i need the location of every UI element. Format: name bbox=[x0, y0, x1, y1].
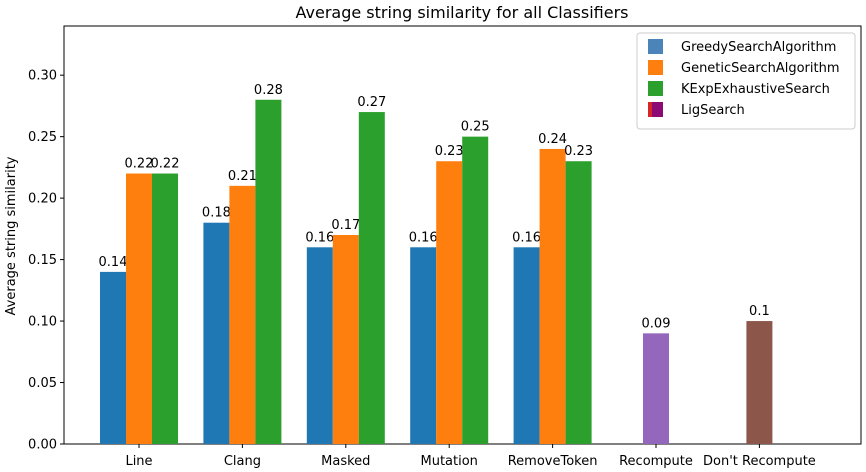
bar bbox=[126, 173, 152, 444]
chart-title: Average string similarity for all Classi… bbox=[296, 3, 629, 22]
data-label: 0.16 bbox=[305, 230, 334, 245]
legend-label: GeneticSearchAlgorithm bbox=[681, 61, 840, 76]
bar bbox=[100, 271, 126, 444]
data-label: 0.27 bbox=[357, 95, 386, 110]
bar bbox=[306, 247, 333, 444]
bar bbox=[203, 222, 230, 444]
legend-label: KExpExhaustiveSearch bbox=[681, 82, 830, 97]
data-label: 0.14 bbox=[99, 255, 128, 270]
x-tick-label: Mutation bbox=[420, 454, 477, 469]
bar bbox=[332, 235, 359, 444]
bar bbox=[358, 112, 385, 444]
data-label: 0.16 bbox=[512, 230, 541, 245]
x-tick-label: Line bbox=[125, 454, 152, 469]
x-tick-label: Recompute bbox=[619, 454, 693, 469]
bar bbox=[746, 321, 773, 444]
legend-swatch bbox=[648, 39, 663, 54]
x-tick-label: Don't Recompute bbox=[703, 454, 816, 469]
data-label: 0.23 bbox=[564, 144, 593, 159]
bar bbox=[539, 148, 566, 445]
legend-box bbox=[636, 32, 856, 130]
legend: GreedySearchAlgorithm GeneticSearchAlgori… bbox=[636, 32, 856, 130]
data-label: 0.22 bbox=[125, 157, 154, 172]
bar bbox=[565, 161, 592, 444]
legend-swatch bbox=[648, 81, 663, 96]
x-tick-label: Clang bbox=[224, 454, 261, 469]
x-tick-label: RemoveToken bbox=[508, 454, 598, 469]
y-tick-label: 0.10 bbox=[28, 315, 57, 330]
plot-area: 0.00 0.05 0.10 0.15 0.20 0.25 0.30 Line Clang Mas… bbox=[28, 25, 862, 469]
data-label: 0.25 bbox=[461, 120, 490, 135]
data-label: 0.23 bbox=[435, 144, 464, 159]
bar bbox=[410, 247, 437, 444]
data-label: 0.16 bbox=[409, 230, 438, 245]
y-tick-label: 0.30 bbox=[28, 69, 57, 84]
y-axis-label: Average string similarity bbox=[4, 156, 19, 315]
legend-label: GreedySearchAlgorithm bbox=[681, 40, 836, 55]
bar bbox=[152, 173, 178, 444]
data-label: 0.22 bbox=[151, 157, 180, 172]
bar bbox=[462, 136, 489, 444]
y-tick-label: 0.05 bbox=[28, 376, 57, 391]
data-label: 0.1 bbox=[749, 304, 770, 319]
y-tick-label: 0.00 bbox=[28, 438, 57, 453]
data-label: 0.09 bbox=[642, 316, 671, 331]
data-label: 0.24 bbox=[538, 132, 567, 147]
y-tick-label: 0.20 bbox=[28, 192, 57, 207]
legend-swatch-accent bbox=[648, 102, 652, 117]
x-tick-label: Masked bbox=[321, 454, 370, 469]
bar bbox=[436, 161, 463, 444]
bar bbox=[643, 333, 669, 444]
bar bbox=[229, 185, 256, 444]
data-label: 0.17 bbox=[331, 218, 360, 233]
bar bbox=[513, 247, 540, 444]
legend-swatch bbox=[648, 60, 663, 75]
data-label: 0.21 bbox=[228, 169, 257, 184]
bar bbox=[255, 99, 282, 444]
data-label: 0.18 bbox=[202, 206, 231, 221]
legend-label: LigSearch bbox=[681, 103, 745, 118]
y-tick-label: 0.25 bbox=[28, 130, 57, 145]
data-label: 0.28 bbox=[254, 83, 283, 98]
y-tick-label: 0.15 bbox=[28, 253, 57, 268]
